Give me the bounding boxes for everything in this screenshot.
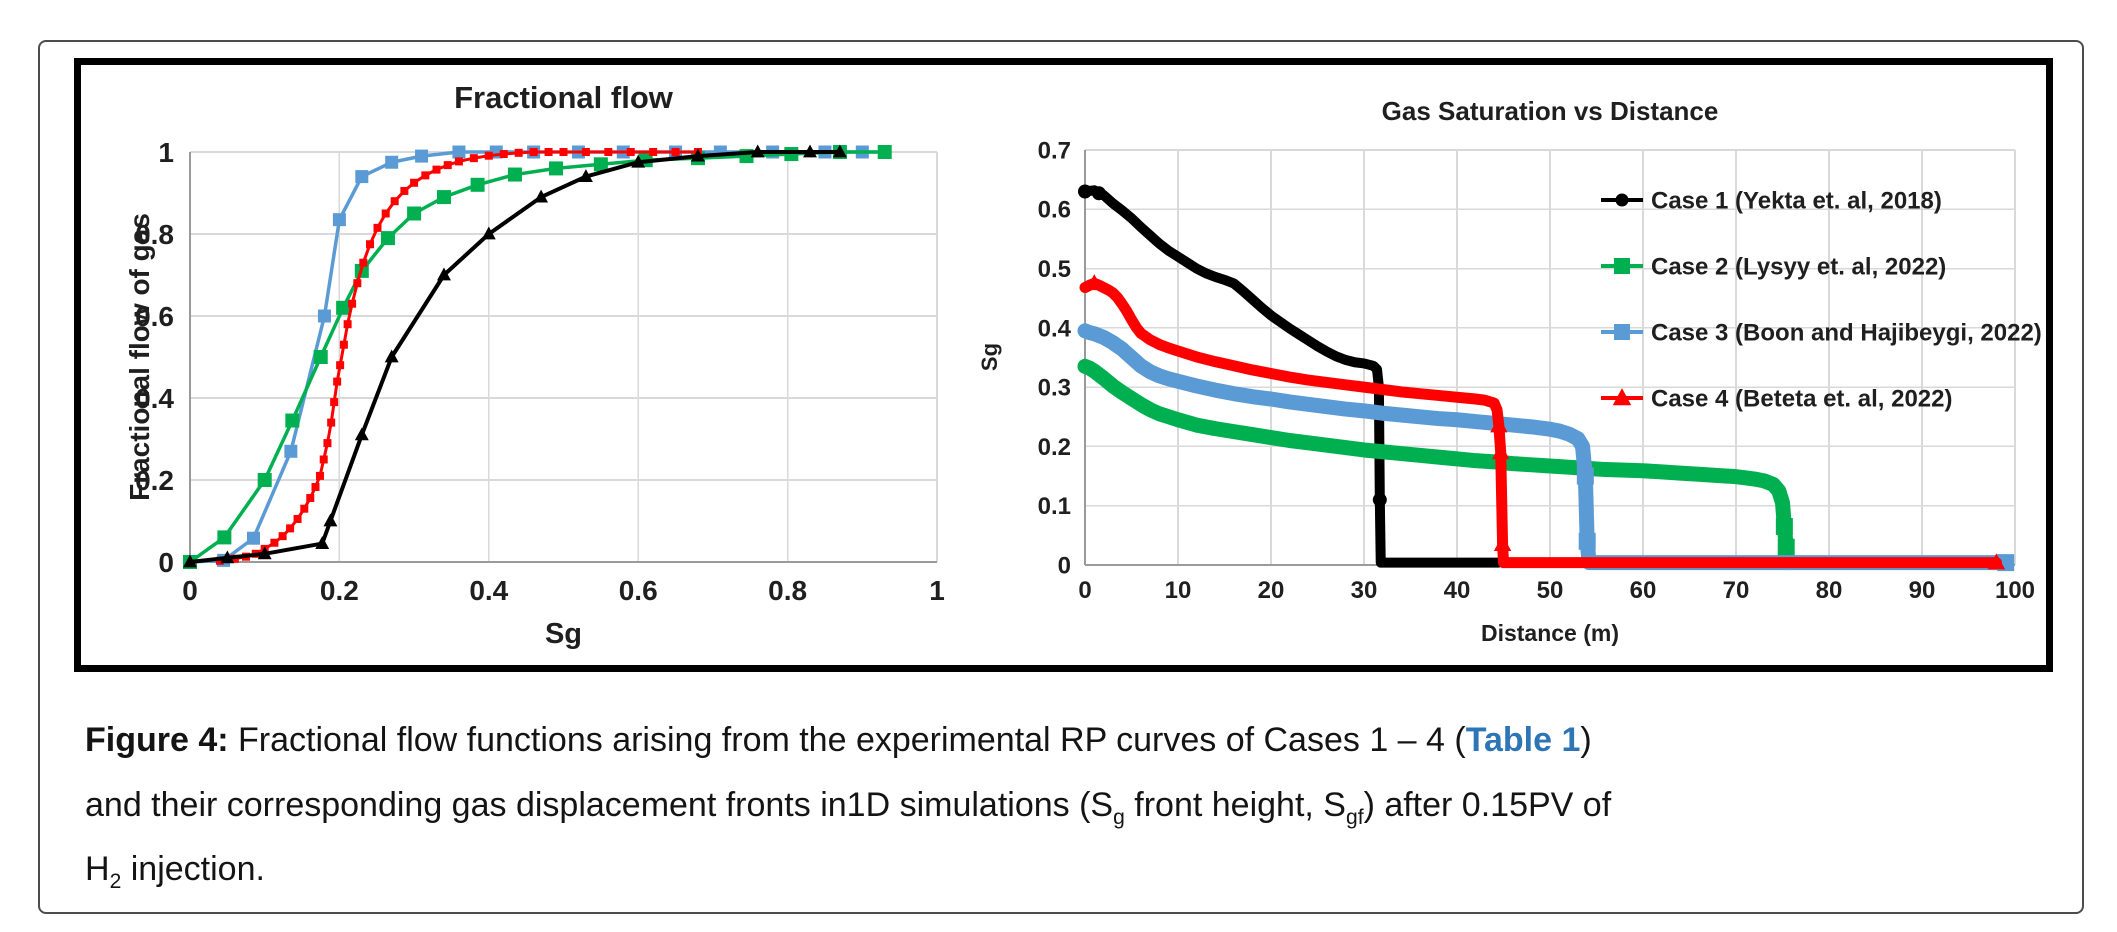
figure-panel bbox=[74, 58, 2053, 672]
caption-run: Fractional flow functions arising from t… bbox=[228, 721, 1466, 759]
caption-run: ) bbox=[1580, 721, 1592, 759]
fractional-flow-y-axis-label: Fractional flow of gas bbox=[124, 213, 155, 501]
fractional-flow-x-axis-label: Sg bbox=[544, 618, 583, 650]
caption-run: Figure 4: bbox=[85, 721, 229, 759]
caption-run: gf bbox=[1345, 805, 1364, 829]
gas-saturation-y-axis-label: Sg bbox=[977, 342, 1002, 372]
caption-run: and their corresponding gas displacement… bbox=[85, 785, 1114, 824]
figure-caption: Figure 4: Fractional flow functions aris… bbox=[85, 708, 2035, 902]
caption-run: front height, S bbox=[1124, 785, 1346, 824]
caption-run: g bbox=[1113, 805, 1125, 829]
gas-saturation-x-axis-label: Distance (m) bbox=[1480, 620, 1620, 646]
caption-run: H bbox=[85, 850, 110, 889]
caption-run: 2 bbox=[109, 870, 122, 894]
caption-run: injection. bbox=[121, 850, 265, 889]
caption-run: ) after 0.15PV of bbox=[1363, 785, 1612, 824]
gas-saturation-chart-title: Gas Saturation vs Distance bbox=[1381, 96, 1719, 126]
table-1-link[interactable]: Table 1 bbox=[1465, 721, 1581, 759]
fractional-flow-chart-title: Fractional flow bbox=[454, 80, 673, 115]
